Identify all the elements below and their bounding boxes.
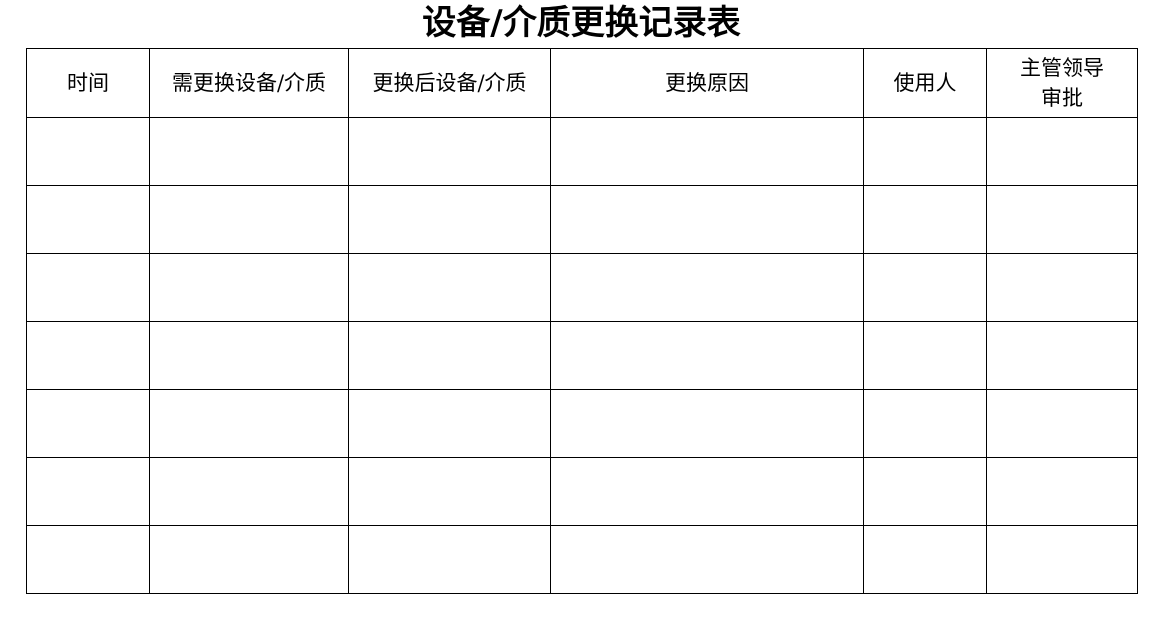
cell-new-device[interactable] xyxy=(348,457,551,526)
cell-old-device[interactable] xyxy=(149,525,349,594)
cell-user[interactable] xyxy=(863,525,987,594)
cell-time[interactable] xyxy=(26,389,150,458)
cell-old-device[interactable] xyxy=(149,321,349,390)
table-row xyxy=(26,457,1138,526)
cell-new-device[interactable] xyxy=(348,185,551,254)
table-row xyxy=(26,253,1138,322)
cell-reason[interactable] xyxy=(550,457,864,526)
header-approval: 主管领导 审批 xyxy=(986,48,1138,118)
header-time: 时间 xyxy=(26,48,150,118)
cell-approval[interactable] xyxy=(986,457,1138,526)
cell-time[interactable] xyxy=(26,321,150,390)
table-row xyxy=(26,525,1138,594)
cell-user[interactable] xyxy=(863,185,987,254)
header-user: 使用人 xyxy=(863,48,987,118)
header-old-device: 需更换设备/介质 xyxy=(149,48,349,118)
cell-old-device[interactable] xyxy=(149,457,349,526)
cell-time[interactable] xyxy=(26,185,150,254)
header-row: 时间 需更换设备/介质 更换后设备/介质 更换原因 使用人 主管领导 审批 xyxy=(26,48,1138,118)
cell-approval[interactable] xyxy=(986,253,1138,322)
cell-old-device[interactable] xyxy=(149,117,349,186)
cell-old-device[interactable] xyxy=(149,185,349,254)
cell-approval[interactable] xyxy=(986,321,1138,390)
cell-user[interactable] xyxy=(863,457,987,526)
cell-approval[interactable] xyxy=(986,117,1138,186)
cell-new-device[interactable] xyxy=(348,389,551,458)
cell-user[interactable] xyxy=(863,117,987,186)
cell-user[interactable] xyxy=(863,321,987,390)
header-new-device: 更换后设备/介质 xyxy=(348,48,551,118)
table-row xyxy=(26,321,1138,390)
cell-time[interactable] xyxy=(26,457,150,526)
record-table: 时间 需更换设备/介质 更换后设备/介质 更换原因 使用人 主管领导 审批 xyxy=(26,48,1138,594)
header-reason: 更换原因 xyxy=(550,48,864,118)
cell-user[interactable] xyxy=(863,253,987,322)
cell-approval[interactable] xyxy=(986,185,1138,254)
cell-reason[interactable] xyxy=(550,525,864,594)
cell-reason[interactable] xyxy=(550,321,864,390)
table-row xyxy=(26,117,1138,186)
cell-old-device[interactable] xyxy=(149,253,349,322)
page-title: 设备/介质更换记录表 xyxy=(422,3,741,43)
table-row xyxy=(26,389,1138,458)
cell-user[interactable] xyxy=(863,389,987,458)
cell-new-device[interactable] xyxy=(348,321,551,390)
cell-approval[interactable] xyxy=(986,389,1138,458)
header-approval-line1: 主管领导 xyxy=(1020,56,1104,80)
cell-new-device[interactable] xyxy=(348,117,551,186)
cell-time[interactable] xyxy=(26,253,150,322)
cell-time[interactable] xyxy=(26,525,150,594)
header-approval-line2: 审批 xyxy=(1041,86,1083,110)
cell-reason[interactable] xyxy=(550,389,864,458)
cell-old-device[interactable] xyxy=(149,389,349,458)
cell-reason[interactable] xyxy=(550,117,864,186)
cell-reason[interactable] xyxy=(550,253,864,322)
cell-new-device[interactable] xyxy=(348,525,551,594)
cell-approval[interactable] xyxy=(986,525,1138,594)
table-row xyxy=(26,185,1138,254)
cell-new-device[interactable] xyxy=(348,253,551,322)
cell-reason[interactable] xyxy=(550,185,864,254)
cell-time[interactable] xyxy=(26,117,150,186)
